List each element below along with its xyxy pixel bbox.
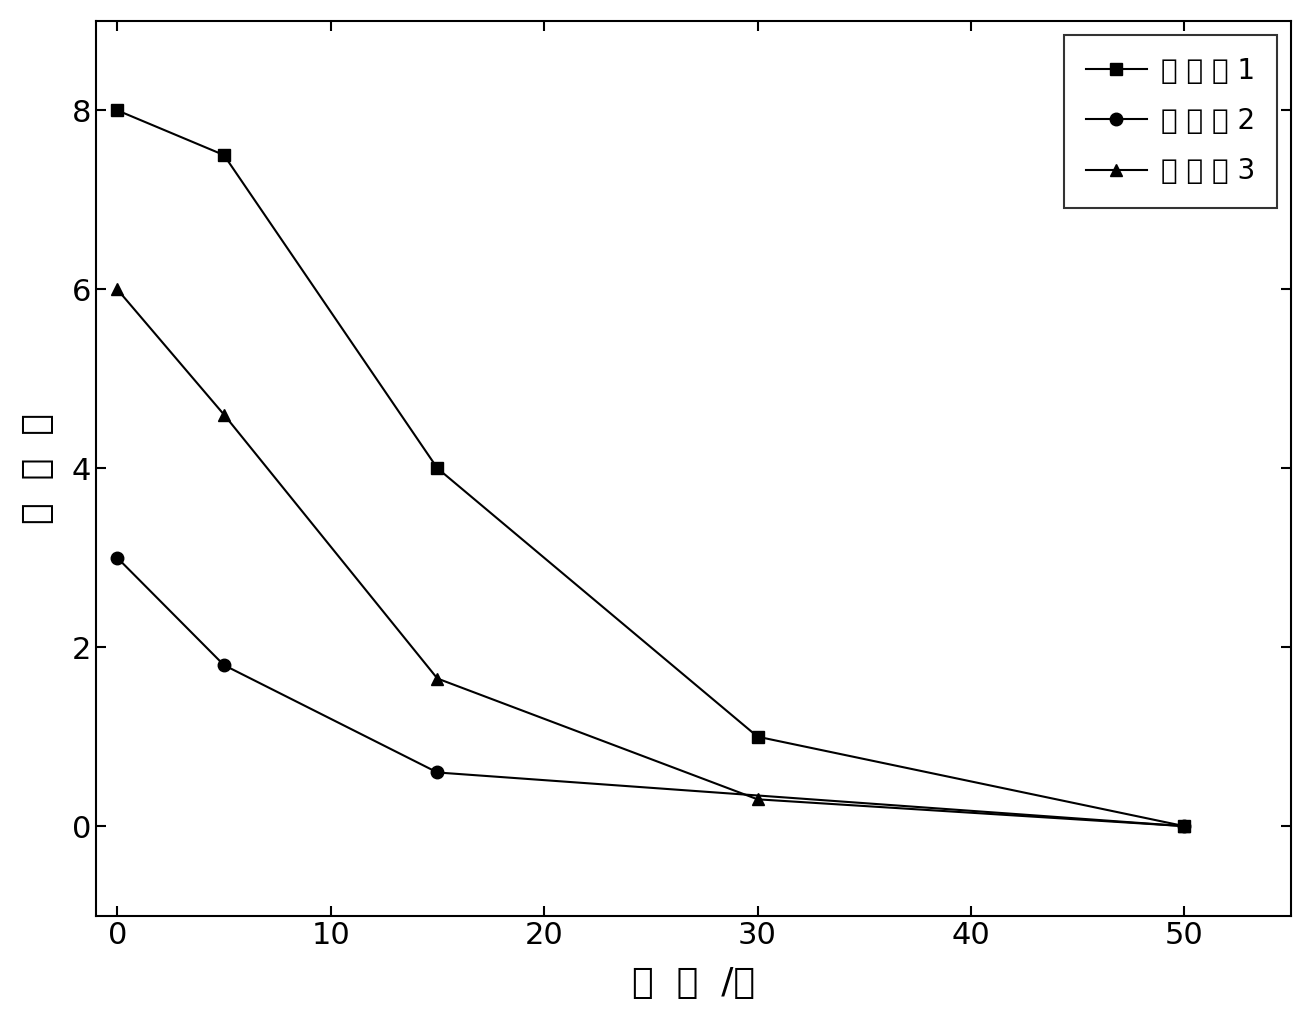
Legend: 实 施 例 1, 实 施 例 2, 实 施 例 3: 实 施 例 1, 实 施 例 2, 实 施 例 3 — [1064, 35, 1278, 207]
Y-axis label: 介  电  数: 介 电 数 — [21, 412, 55, 524]
X-axis label: 时  间  /天: 时 间 /天 — [632, 966, 754, 1001]
